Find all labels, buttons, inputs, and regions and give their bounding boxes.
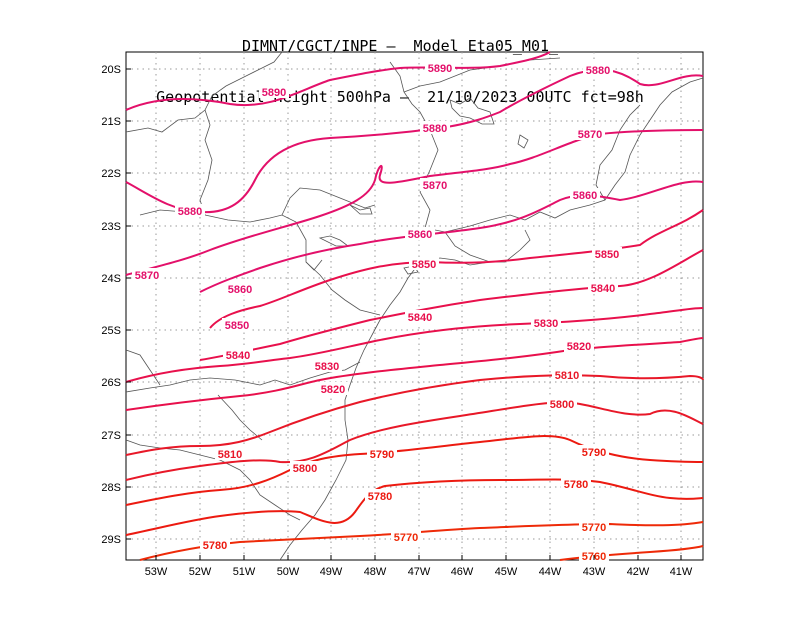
contour-5830 xyxy=(125,307,704,383)
contour-label-5840: 5840 xyxy=(226,350,250,362)
lon-label-49W: 49W xyxy=(320,566,343,578)
contour-label-5770: 5770 xyxy=(394,532,418,544)
contour-5820 xyxy=(125,337,704,411)
lat-label-27S: 27S xyxy=(101,430,121,442)
plot-frame xyxy=(125,51,704,561)
chart-title: DIMNT/CGCT/INPE – Model Eta05_M01_ Geopo… xyxy=(0,4,800,123)
contour-label-5780: 5780 xyxy=(368,491,392,503)
contour-label-5820: 5820 xyxy=(567,341,591,353)
lon-label-44W: 44W xyxy=(539,566,562,578)
lon-label-48W: 48W xyxy=(364,566,387,578)
contour-5860 xyxy=(199,180,704,293)
contour-label-5880: 5880 xyxy=(586,65,610,77)
lat-label-20S: 20S xyxy=(101,64,121,76)
title-line-2: Geopotential Height 500hPa – 21/10/2023 … xyxy=(156,88,644,106)
lon-label-53W: 53W xyxy=(145,566,168,578)
title-line-1: DIMNT/CGCT/INPE – Model Eta05_M01_ xyxy=(241,37,559,55)
latitude-labels: 20S 21S 22S 23S 24S 25S 26S 27S 28S 29S xyxy=(101,64,131,546)
contour-label-5810: 5810 xyxy=(218,449,242,461)
contour-label-5860: 5860 xyxy=(408,229,432,241)
contour-label-5860: 5860 xyxy=(573,190,597,202)
lat-label-24S: 24S xyxy=(101,273,121,285)
contour-label-5870: 5870 xyxy=(135,270,159,282)
height-contours xyxy=(125,51,704,561)
contour-label-5830: 5830 xyxy=(534,318,558,330)
contour-label-5810: 5810 xyxy=(555,370,579,382)
contour-label-5870: 5870 xyxy=(578,129,602,141)
contour-label-5790: 5790 xyxy=(582,447,606,459)
contour-label-5850: 5850 xyxy=(595,249,619,261)
lon-label-43W: 43W xyxy=(583,566,606,578)
contour-label-5780: 5780 xyxy=(203,540,227,552)
lat-label-28S: 28S xyxy=(101,482,121,494)
longitude-labels: 53W 52W 51W 50W 49W 48W 47W 46W 45W 44W 43W 42W 41W xyxy=(145,555,693,578)
contour-label-5890: 5890 xyxy=(262,87,286,99)
lat-lon-grid xyxy=(126,52,703,560)
contour-label-5800: 5800 xyxy=(550,399,574,411)
contour-label-5850: 5850 xyxy=(225,320,249,332)
contour-label-5890: 5890 xyxy=(428,63,452,75)
lon-label-47W: 47W xyxy=(408,566,431,578)
lat-label-21S: 21S xyxy=(101,116,121,128)
contour-label-5880: 5880 xyxy=(423,123,447,135)
contour-label-5830: 5830 xyxy=(315,361,339,373)
contour-label-5770: 5770 xyxy=(582,522,606,534)
contour-label-5840: 5840 xyxy=(591,283,615,295)
lat-label-29S: 29S xyxy=(101,534,121,546)
lat-label-23S: 23S xyxy=(101,221,121,233)
contour-5890 xyxy=(125,51,551,111)
contour-label-5780: 5780 xyxy=(564,479,588,491)
contour-label-5790: 5790 xyxy=(370,449,394,461)
contour-label-5880: 5880 xyxy=(178,206,202,218)
lon-label-52W: 52W xyxy=(189,566,212,578)
contour-5880-a xyxy=(125,68,704,214)
lon-label-46W: 46W xyxy=(451,566,474,578)
contour-5840 xyxy=(199,249,704,361)
lon-label-50W: 50W xyxy=(277,566,300,578)
contour-5810 xyxy=(125,374,704,456)
lon-label-51W: 51W xyxy=(233,566,256,578)
contour-label-5820: 5820 xyxy=(321,384,345,396)
lat-label-26S: 26S xyxy=(101,377,121,389)
lon-label-42W: 42W xyxy=(627,566,650,578)
contour-labels: 5890 5890 5880 5880 5880 5870 5870 5870 5860 5860… xyxy=(132,61,622,563)
lon-label-41W: 41W xyxy=(670,566,693,578)
contour-label-5870: 5870 xyxy=(423,180,447,192)
contour-label-5860: 5860 xyxy=(228,284,252,296)
contour-label-5840: 5840 xyxy=(408,312,432,324)
lat-label-25S: 25S xyxy=(101,325,121,337)
contour-5800 xyxy=(125,400,704,481)
lon-label-45W: 45W xyxy=(495,566,518,578)
lat-label-22S: 22S xyxy=(101,168,121,180)
contour-5790 xyxy=(125,435,704,506)
contour-label-5800: 5800 xyxy=(293,463,317,475)
contour-5780 xyxy=(125,478,704,536)
contour-label-5850: 5850 xyxy=(412,259,436,271)
